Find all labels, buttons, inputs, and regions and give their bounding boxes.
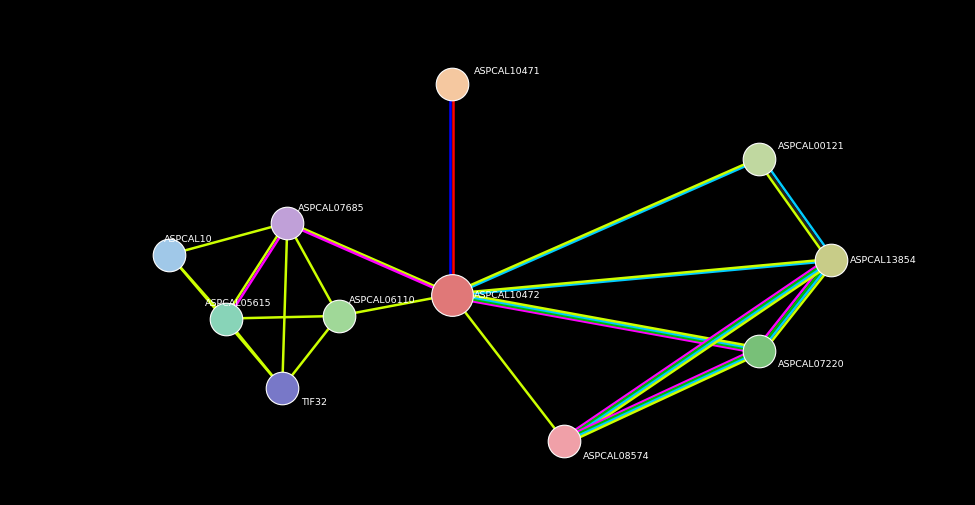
Text: ASPCAL13854: ASPCAL13854 (850, 256, 916, 265)
Point (331, 312, 346, 320)
Point (444, 291, 459, 299)
Text: ASPCAL10: ASPCAL10 (164, 235, 213, 244)
Text: ASPCAL00121: ASPCAL00121 (778, 142, 844, 150)
Text: ASPCAL05615: ASPCAL05615 (206, 298, 272, 308)
Point (218, 315, 234, 323)
Point (557, 437, 572, 445)
Point (274, 384, 290, 392)
Point (824, 257, 839, 265)
Text: ASPCAL06110: ASPCAL06110 (349, 296, 415, 305)
Text: ASPCAL07220: ASPCAL07220 (778, 360, 844, 369)
Point (444, 81, 459, 89)
Text: ASPCAL10471: ASPCAL10471 (474, 67, 541, 76)
Text: TIF32: TIF32 (300, 397, 327, 406)
Text: ASPCAL08574: ASPCAL08574 (583, 451, 649, 461)
Point (162, 251, 177, 259)
Text: ASPCAL10472: ASPCAL10472 (474, 290, 541, 299)
Point (280, 219, 295, 227)
Point (752, 156, 767, 164)
Point (752, 347, 767, 355)
Text: ASPCAL07685: ASPCAL07685 (297, 204, 365, 213)
